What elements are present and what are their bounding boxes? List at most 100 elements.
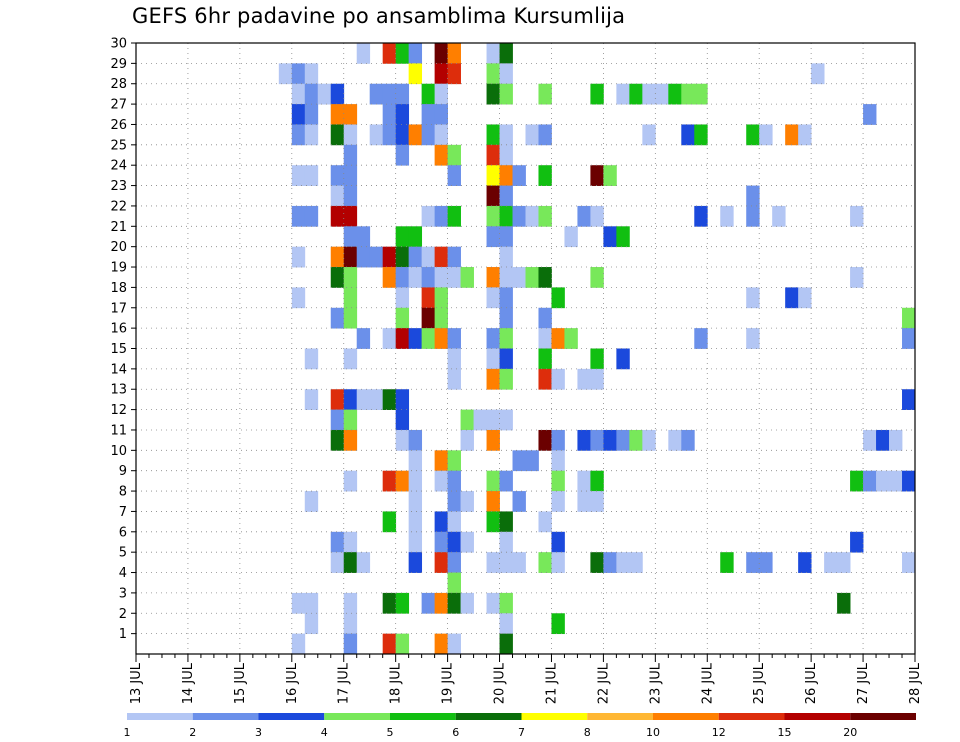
heatmap-cell: [499, 511, 513, 533]
heatmap-cell: [460, 531, 474, 553]
heatmap-cell: [304, 348, 319, 370]
heatmap-cell: [512, 450, 526, 472]
x-tick-label: 18 JUL: [389, 662, 404, 704]
heatmap-cell: [447, 267, 461, 288]
heatmap-cell: [590, 491, 604, 512]
heatmap-cell: [681, 124, 695, 146]
heatmap-cell: [486, 83, 500, 105]
heatmap-cell: [343, 592, 358, 614]
x-tick-label: 16 JUL: [285, 662, 300, 704]
heatmap-cell: [369, 83, 384, 105]
heatmap-cell: [447, 205, 461, 227]
heatmap-cell: [850, 267, 864, 288]
heatmap-cell: [499, 144, 513, 166]
heatmap-cell: [759, 552, 773, 573]
heatmap-cell: [902, 552, 916, 573]
colorbar-label: 7: [518, 726, 525, 739]
heatmap-cell: [395, 104, 410, 125]
heatmap-cell: [304, 613, 319, 635]
x-tick-label: 15 JUL: [233, 662, 248, 704]
heatmap-cell: [395, 267, 410, 288]
heatmap-cell: [499, 287, 513, 309]
heatmap-cell: [330, 124, 345, 146]
heatmap-cell: [746, 205, 760, 227]
y-tick-label: 5: [119, 546, 127, 561]
heatmap-cell: [434, 633, 448, 655]
x-tick-label: 13 JUL: [129, 662, 144, 704]
heatmap-cell: [525, 450, 539, 472]
heatmap-cell: [395, 470, 410, 492]
heatmap-cell: [408, 450, 423, 472]
heatmap-cell: [382, 328, 397, 349]
heatmap-cell: [395, 144, 410, 166]
heatmap-cell: [330, 165, 345, 186]
heatmap-cell: [486, 63, 500, 85]
heatmap-cell: [603, 165, 617, 186]
heatmap-cell: [408, 470, 423, 492]
heatmap-cell: [668, 429, 682, 451]
heatmap-cell: [499, 592, 513, 614]
heatmap-cell: [551, 470, 565, 492]
heatmap-cell: [590, 205, 604, 227]
heatmap-cell: [330, 205, 345, 227]
heatmap-cell: [382, 470, 397, 492]
heatmap-cell: [746, 185, 760, 207]
heatmap-cell: [434, 450, 448, 472]
heatmap-cell: [577, 470, 591, 492]
heatmap-cell: [330, 531, 345, 553]
y-axis: 1234567891011121314151617181920212223242…: [110, 37, 136, 642]
heatmap-cell: [460, 429, 474, 451]
heatmap-cell: [330, 246, 345, 268]
heatmap-cell: [499, 409, 513, 431]
heatmap-cell: [434, 63, 448, 85]
heatmap-cell: [343, 185, 358, 207]
heatmap-cell: [434, 267, 448, 288]
heatmap-cell: [486, 267, 500, 288]
heatmap-cell: [590, 470, 604, 492]
heatmap-cell: [447, 592, 461, 614]
heatmap-cell: [421, 124, 436, 146]
heatmap-cell: [408, 267, 423, 288]
heatmap-cell: [837, 592, 851, 614]
heatmap-cell: [291, 287, 306, 309]
heatmap-cell: [538, 368, 552, 390]
heatmap-cell: [486, 348, 500, 370]
heatmap-cell: [304, 104, 319, 125]
heatmap-cell: [889, 470, 903, 492]
heatmap-cell: [291, 205, 306, 227]
heatmap-cell: [395, 246, 410, 268]
heatmap-cell: [577, 205, 591, 227]
heatmap-cell: [382, 633, 397, 655]
heatmap-cell: [291, 165, 306, 186]
heatmap-cell: [538, 124, 552, 146]
colorbar-label: 2: [189, 726, 196, 739]
heatmap-cell: [486, 124, 500, 146]
heatmap-cell: [304, 205, 319, 227]
heatmap-cell: [603, 552, 617, 573]
heatmap-cell: [291, 104, 306, 125]
heatmap-cell: [512, 552, 526, 573]
heatmap-cell: [759, 124, 773, 146]
heatmap-cell: [408, 552, 423, 573]
colorbar-label: 20: [843, 726, 857, 739]
heatmap-cell: [499, 43, 513, 64]
heatmap-cell: [460, 592, 474, 614]
heatmap-cell: [343, 104, 358, 125]
heatmap-cell: [551, 491, 565, 512]
heatmap-cell: [512, 491, 526, 512]
colorbar-swatch: [521, 713, 588, 720]
colorbar-swatch: [653, 713, 719, 720]
heatmap-cell: [564, 328, 578, 349]
heatmap-cell: [577, 429, 591, 451]
heatmap-cell: [356, 226, 371, 248]
heatmap-cell: [577, 491, 591, 512]
heatmap-cell: [330, 104, 345, 125]
heatmap-cell: [486, 328, 500, 349]
heatmap-cell: [538, 328, 552, 349]
heatmap-cell: [837, 552, 851, 573]
heatmap-cell: [798, 552, 812, 573]
heatmap-cell: [434, 470, 448, 492]
heatmap-cell: [863, 104, 877, 125]
heatmap-cell: [785, 287, 799, 309]
heatmap-cell: [551, 328, 565, 349]
